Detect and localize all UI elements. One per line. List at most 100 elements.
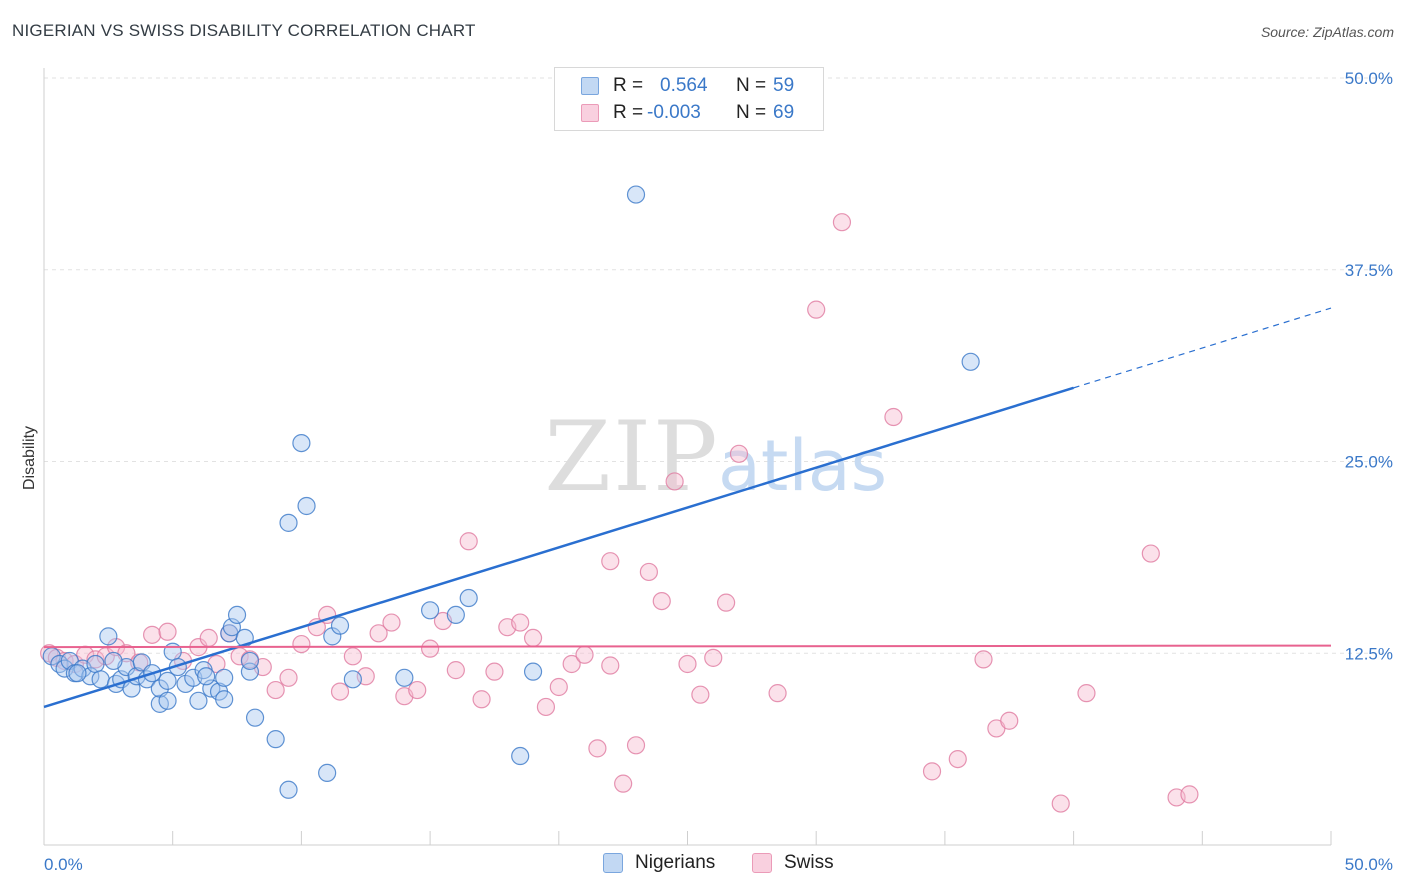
- nigerian-point: [292, 433, 311, 453]
- y-tick-label: 25.0%: [1345, 453, 1393, 472]
- watermark: ZIP atlas: [544, 401, 887, 513]
- swiss-point: [948, 749, 967, 769]
- watermark-zip: ZIP: [544, 401, 719, 513]
- nigerian-point: [297, 496, 316, 516]
- x-tick-label: 0.0%: [44, 855, 83, 874]
- swiss-point: [199, 628, 218, 648]
- swiss-point: [549, 677, 568, 697]
- swiss-point: [678, 654, 697, 674]
- swiss-point: [626, 736, 646, 755]
- y-tick-label: 50.0%: [1345, 69, 1393, 88]
- nigerian-point: [99, 627, 118, 646]
- swiss-point: [511, 613, 530, 632]
- swiss-point: [601, 552, 620, 571]
- n-label: N =: [736, 75, 767, 96]
- swiss-point: [639, 562, 658, 582]
- swiss-point: [652, 591, 671, 611]
- swiss-legend-swatch: [752, 853, 772, 873]
- nigerian-point: [511, 746, 530, 766]
- ticks: [43, 831, 1332, 845]
- swiss-point: [523, 628, 543, 648]
- nigerian-point: [421, 601, 440, 620]
- stats-row-nigerians: R = 0.564 N = 59: [555, 73, 823, 100]
- tick-labels: 12.5% 25.0% 37.5% 50.0% 0.0% 50.0%: [44, 69, 1393, 874]
- y-axis-title: Disability: [21, 426, 38, 490]
- nigerian-point: [197, 667, 216, 686]
- nigerian-point: [86, 654, 105, 674]
- nigerian-point: [318, 763, 337, 783]
- swiss-point: [562, 654, 581, 674]
- r-value: 0.564: [660, 75, 708, 96]
- swiss-point: [1000, 711, 1019, 730]
- swiss-point: [536, 697, 556, 717]
- nigerians-legend-swatch: [603, 853, 623, 873]
- swiss-point: [1077, 684, 1096, 703]
- nigerian-point: [459, 588, 478, 608]
- swiss-point: [768, 684, 787, 703]
- nigerians-swatch: [581, 77, 599, 95]
- swiss-point: [279, 668, 298, 687]
- legend-label: Nigerians: [635, 852, 716, 873]
- nigerian-point: [279, 780, 298, 799]
- r-label: R =: [613, 102, 644, 123]
- nigerian-point: [215, 668, 234, 687]
- nigerians-points: [42, 185, 980, 799]
- swiss-point: [446, 661, 465, 680]
- nigerian-point: [245, 708, 265, 727]
- swiss-point: [717, 593, 736, 612]
- nigerian-point: [343, 670, 362, 689]
- trend-lines: [43, 307, 1332, 709]
- r-value: -0.003: [647, 102, 701, 123]
- n-value: 69: [773, 102, 795, 123]
- swiss-point: [472, 690, 491, 709]
- swiss-point: [665, 472, 684, 491]
- nigerians-trend-extension: [1073, 307, 1332, 389]
- chart-title: NIGERIAN VS SWISS DISABILITY CORRELATION…: [12, 21, 476, 40]
- nigerian-point: [523, 662, 543, 681]
- nigerian-point: [68, 664, 87, 683]
- legend-label: Swiss: [784, 852, 834, 873]
- swiss-point: [614, 774, 633, 793]
- y-tick-label: 12.5%: [1345, 644, 1393, 663]
- watermark-atlas: atlas: [718, 425, 887, 507]
- nigerian-point: [395, 668, 414, 687]
- swiss-point: [421, 639, 440, 658]
- swiss-point: [974, 650, 993, 669]
- nigerian-point: [266, 730, 285, 749]
- swiss-point: [691, 685, 710, 704]
- chart-source: Source: ZipAtlas.com: [1260, 24, 1394, 40]
- gridlines: [44, 77, 1391, 654]
- swiss-trend-line: [43, 644, 1332, 649]
- swiss-point: [884, 407, 903, 427]
- nigerian-point: [104, 651, 123, 671]
- nigerian-point: [330, 616, 350, 635]
- swiss-point: [143, 625, 162, 644]
- swiss-point: [459, 532, 478, 551]
- nigerian-point: [227, 605, 247, 625]
- legend: Nigerians Swiss: [0, 852, 1406, 876]
- n-value: 59: [773, 75, 795, 96]
- nigerian-point: [158, 671, 177, 690]
- nigerian-point: [163, 642, 182, 661]
- stats-row-swiss: R = -0.003 N = 69: [555, 100, 823, 127]
- nigerian-point: [626, 185, 646, 204]
- nigerian-point: [215, 690, 234, 709]
- nigerian-point: [189, 691, 208, 710]
- n-label: N =: [736, 102, 767, 123]
- nigerian-point: [91, 670, 110, 689]
- swiss-point: [485, 662, 504, 681]
- swiss-point: [1051, 794, 1070, 813]
- nigerian-point: [240, 651, 260, 671]
- nigerian-point: [158, 691, 177, 710]
- swiss-point: [369, 624, 388, 643]
- x-tick-label: 50.0%: [1345, 855, 1393, 874]
- swiss-point: [588, 739, 607, 758]
- swiss-point: [292, 634, 311, 654]
- swiss-point: [158, 622, 177, 641]
- swiss-point: [1141, 544, 1160, 563]
- nigerians-trend-line: [43, 386, 1074, 709]
- swiss-point: [922, 762, 942, 781]
- y-tick-label: 37.5%: [1345, 261, 1393, 280]
- swiss-point: [704, 648, 723, 667]
- r-label: R =: [613, 75, 644, 96]
